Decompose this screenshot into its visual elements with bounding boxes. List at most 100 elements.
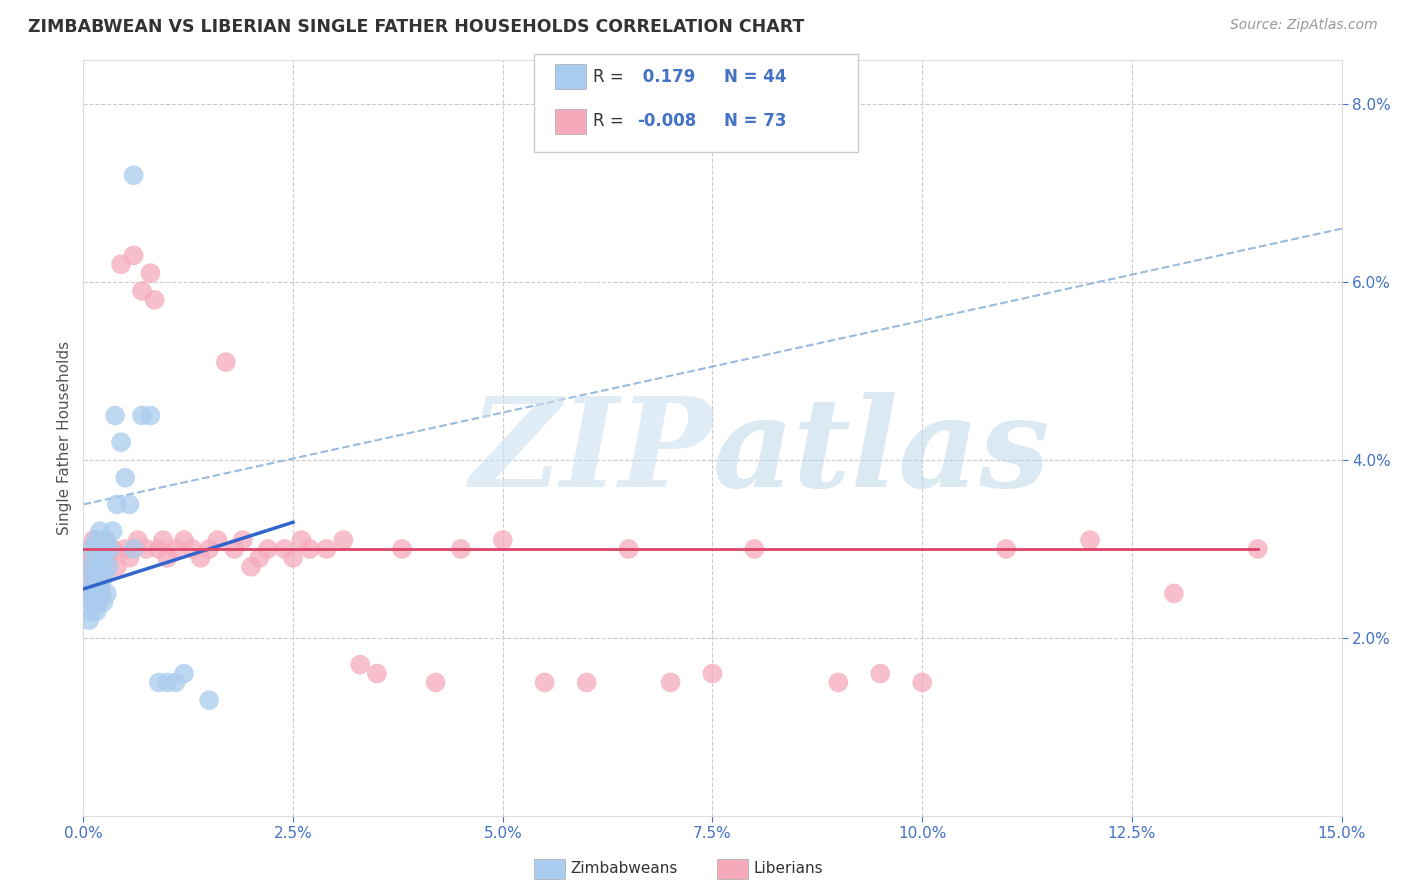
Point — [84, 577, 107, 591]
Point — [89, 524, 111, 538]
Point — [533, 675, 555, 690]
Text: atlas: atlas — [713, 392, 1050, 514]
Point — [148, 675, 170, 690]
Point — [114, 541, 136, 556]
Point — [84, 586, 107, 600]
Point — [118, 550, 141, 565]
Point — [114, 471, 136, 485]
Point — [165, 675, 187, 690]
Point — [93, 550, 115, 565]
Point — [80, 541, 103, 556]
Point — [91, 568, 114, 582]
Text: ZIMBABWEAN VS LIBERIAN SINGLE FATHER HOUSEHOLDS CORRELATION CHART: ZIMBABWEAN VS LIBERIAN SINGLE FATHER HOU… — [28, 18, 804, 36]
Point — [131, 284, 153, 298]
Point — [165, 541, 187, 556]
Point — [84, 550, 107, 565]
Point — [93, 595, 115, 609]
Point — [89, 577, 111, 591]
Text: Source: ZipAtlas.com: Source: ZipAtlas.com — [1230, 18, 1378, 32]
Point — [198, 541, 221, 556]
Point — [366, 666, 388, 681]
Point — [82, 533, 104, 547]
Point — [702, 666, 724, 681]
Point — [190, 550, 212, 565]
Point — [80, 604, 103, 618]
Point — [425, 675, 447, 690]
Point — [97, 559, 120, 574]
Point — [127, 533, 149, 547]
Point — [1163, 586, 1185, 600]
Text: Zimbabweans: Zimbabweans — [571, 862, 678, 876]
Point — [143, 293, 166, 307]
Point — [76, 559, 98, 574]
Point — [80, 577, 103, 591]
Point — [104, 409, 127, 423]
Point — [257, 541, 280, 556]
Point — [82, 568, 104, 582]
Point — [80, 541, 103, 556]
Point — [995, 541, 1018, 556]
Point — [273, 541, 295, 556]
Point — [281, 550, 304, 565]
Point — [93, 550, 115, 565]
Point — [207, 533, 229, 547]
Point — [827, 675, 849, 690]
Point — [87, 541, 110, 556]
Point — [240, 559, 263, 574]
Point — [391, 541, 413, 556]
Point — [86, 604, 108, 618]
Point — [83, 586, 105, 600]
Point — [118, 498, 141, 512]
Text: N = 73: N = 73 — [724, 112, 786, 130]
Point — [744, 541, 766, 556]
Point — [139, 266, 162, 280]
Point — [90, 586, 112, 600]
Point — [332, 533, 354, 547]
Point — [139, 409, 162, 423]
Point — [90, 577, 112, 591]
Point — [110, 257, 132, 271]
Point — [156, 675, 179, 690]
Point — [94, 533, 117, 547]
Point — [90, 541, 112, 556]
Point — [89, 586, 111, 600]
Point — [122, 248, 145, 262]
Point — [198, 693, 221, 707]
Point — [97, 550, 120, 565]
Point — [122, 541, 145, 556]
Point — [82, 595, 104, 609]
Point — [105, 559, 128, 574]
Point — [135, 541, 157, 556]
Point — [94, 533, 117, 547]
Point — [1078, 533, 1101, 547]
Point — [86, 559, 108, 574]
Point — [87, 595, 110, 609]
Text: R =: R = — [593, 68, 624, 86]
Point — [86, 541, 108, 556]
Point — [315, 541, 337, 556]
Point — [492, 533, 515, 547]
Point — [349, 657, 371, 672]
Point — [105, 498, 128, 512]
Point — [215, 355, 238, 369]
Point — [659, 675, 682, 690]
Point — [82, 568, 104, 582]
Point — [84, 559, 107, 574]
Point — [249, 550, 271, 565]
Point — [152, 533, 174, 547]
Point — [617, 541, 640, 556]
Point — [80, 577, 103, 591]
Point — [148, 541, 170, 556]
Point — [232, 533, 254, 547]
Point — [450, 541, 472, 556]
Point — [869, 666, 891, 681]
Point — [298, 541, 321, 556]
Text: -0.008: -0.008 — [637, 112, 696, 130]
Point — [83, 595, 105, 609]
Point — [84, 533, 107, 547]
Point — [101, 524, 124, 538]
Text: N = 44: N = 44 — [724, 68, 786, 86]
Point — [110, 435, 132, 450]
Point — [86, 550, 108, 565]
Point — [156, 550, 179, 565]
